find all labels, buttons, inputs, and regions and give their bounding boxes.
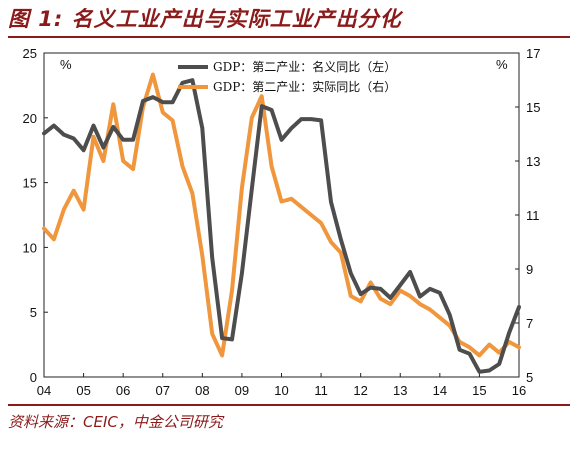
x-tick-label: 09: [235, 383, 249, 398]
plot-frame: [43, 52, 520, 378]
x-tick-label: 16: [512, 383, 526, 398]
y-right-tick-label: 7: [526, 316, 533, 331]
y-left-tick-label: 25: [23, 46, 37, 61]
x-tick-label: 04: [37, 383, 51, 398]
legend: GDP：第二产业：名义同比（左） GDP：第二产业：实际同比（右）: [178, 59, 396, 94]
y-left-tick-label: 15: [23, 176, 37, 191]
x-tick-label: 12: [353, 383, 367, 398]
source-note: 资料来源：CEIC，中金公司研究: [8, 413, 223, 431]
title-rule: [8, 36, 570, 38]
chart-title: 图 1: 名义工业产出与实际工业产出分化: [8, 7, 402, 31]
x-tick-label: 11: [314, 383, 328, 398]
y-left-unit: %: [60, 57, 72, 72]
y-right-tick-label: 15: [526, 100, 540, 115]
x-tick-label: 06: [116, 383, 130, 398]
y-left-tick-label: 5: [30, 305, 37, 320]
x-tick-label: 05: [76, 383, 90, 398]
y-left-tick-label: 20: [23, 111, 37, 126]
chart-axes: 04 05 06 07 08 09 10 11 12 13 14 15 1605101520255791…: [23, 46, 541, 398]
legend-label-real: GDP：第二产业：实际同比（右）: [213, 79, 396, 94]
y-right-tick-label: 9: [526, 262, 533, 277]
source-rule: [8, 404, 570, 406]
y-right-tick-label: 17: [526, 46, 540, 61]
series-line-nominal: [42, 78, 521, 374]
y-right-tick-label: 11: [526, 208, 540, 223]
series-layer: [42, 72, 521, 374]
y-right-unit: %: [496, 57, 508, 72]
series-line-real: [42, 72, 521, 358]
y-left-tick-label: 0: [30, 370, 37, 385]
x-tick-label: 15: [472, 383, 486, 398]
legend-label-nominal: GDP：第二产业：名义同比（左）: [213, 59, 396, 74]
x-tick-label: 07: [156, 383, 170, 398]
x-tick-label: 13: [393, 383, 407, 398]
x-tick-label: 10: [274, 383, 288, 398]
y-right-tick-label: 13: [526, 154, 540, 169]
x-tick-label: 08: [195, 383, 209, 398]
y-right-tick-label: 5: [526, 370, 533, 385]
x-tick-label: 14: [433, 383, 447, 398]
y-left-tick-label: 10: [23, 240, 37, 255]
